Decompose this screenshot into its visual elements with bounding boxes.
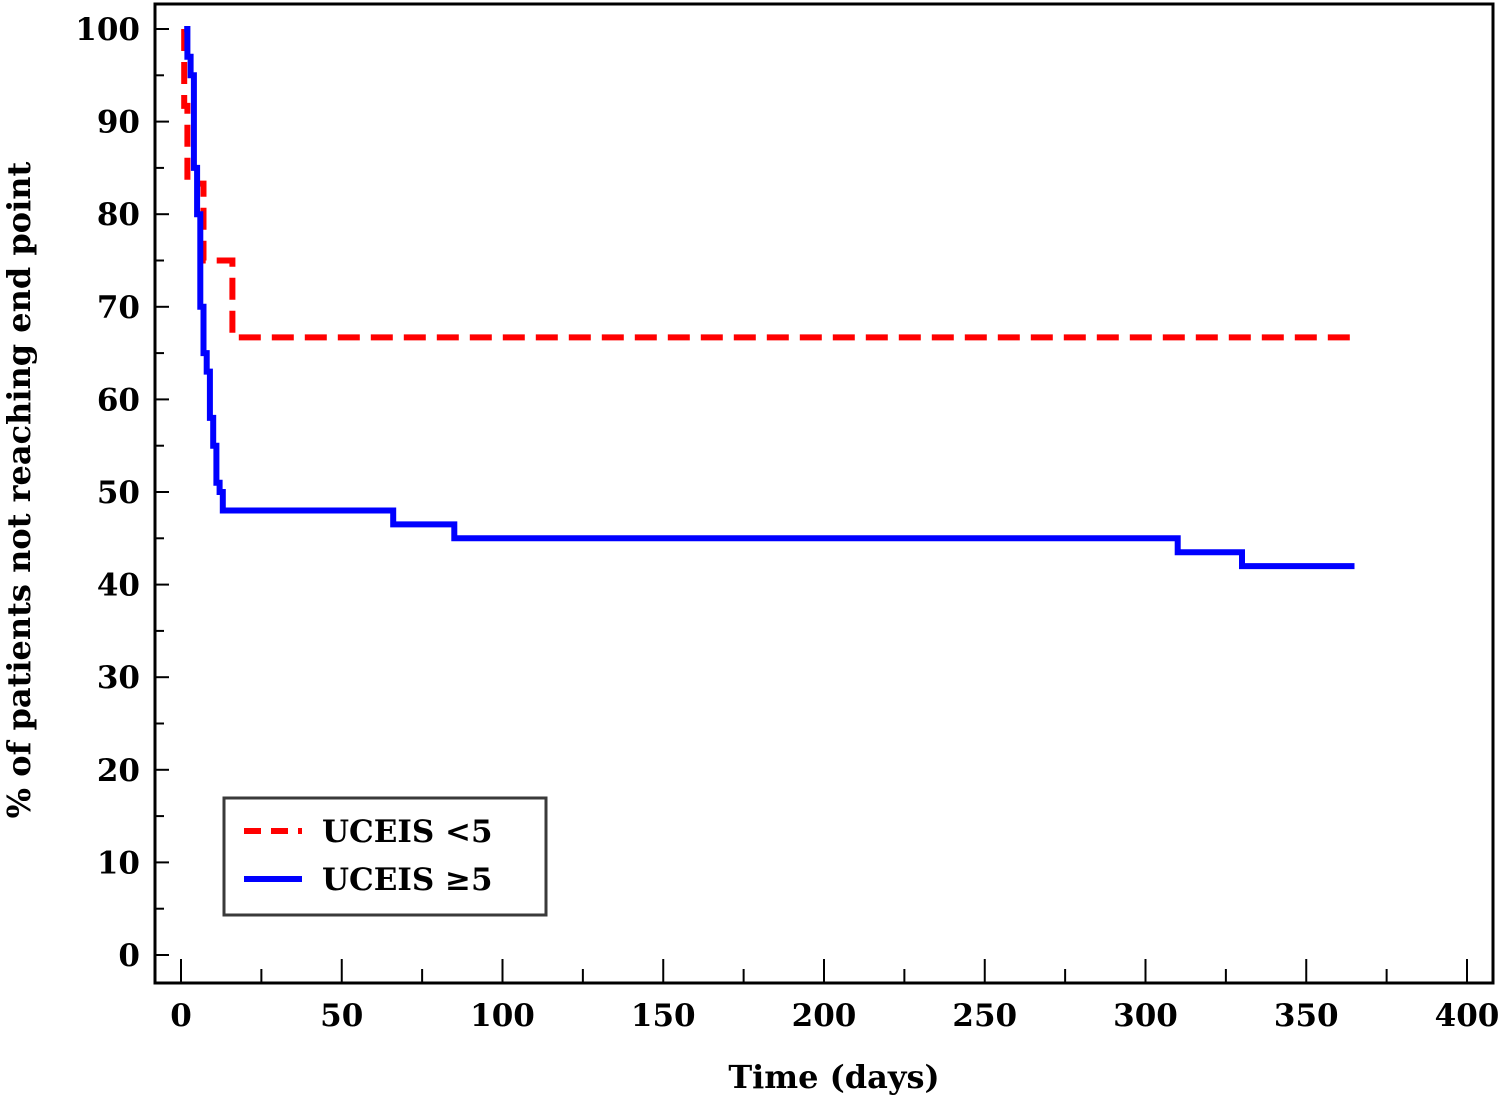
y-tick-label: 40 (97, 568, 140, 604)
legend-label-uceis-ge5: UCEIS ≥5 (322, 862, 493, 898)
legend-label-uceis-lt5: UCEIS <5 (322, 814, 493, 850)
y-tick-label: 10 (97, 845, 140, 881)
series-layer (181, 26, 1355, 570)
y-tick-label: 100 (75, 12, 140, 48)
x-tick-label: 50 (320, 998, 363, 1034)
y-tick-label: 50 (97, 475, 140, 511)
y-axis-label: % of patients not reaching end point (0, 161, 38, 818)
y-tick-label: 90 (97, 105, 140, 141)
y-tick-label: 0 (118, 938, 140, 974)
x-tick-label: 400 (1435, 998, 1499, 1034)
y-tick-label: 60 (97, 382, 140, 418)
x-tick-label: 250 (952, 998, 1017, 1034)
x-tick-label: 0 (170, 998, 192, 1034)
x-tick-label: 150 (631, 998, 696, 1034)
x-tick-label: 300 (1113, 998, 1178, 1034)
x-tick-label: 350 (1274, 998, 1339, 1034)
x-axis-label: Time (days) (728, 1058, 939, 1096)
y-axis: 0 10 20 30 40 50 60 70 80 90 100 (75, 12, 169, 974)
legend-box (222, 796, 548, 917)
legend: UCEIS <5 UCEIS ≥5 (222, 796, 548, 917)
series-line-uceis-ge5 (184, 26, 1355, 570)
x-tick-label: 100 (470, 998, 535, 1034)
x-tick-label: 200 (792, 998, 857, 1034)
y-tick-label: 20 (97, 753, 140, 789)
x-axis: 0 50 100 150 200 250 300 350 400 (170, 959, 1499, 1034)
y-tick-label: 80 (97, 197, 140, 233)
y-tick-label: 30 (97, 660, 140, 696)
series-line-uceis-lt5 (181, 29, 1355, 341)
y-tick-label: 70 (97, 290, 140, 326)
